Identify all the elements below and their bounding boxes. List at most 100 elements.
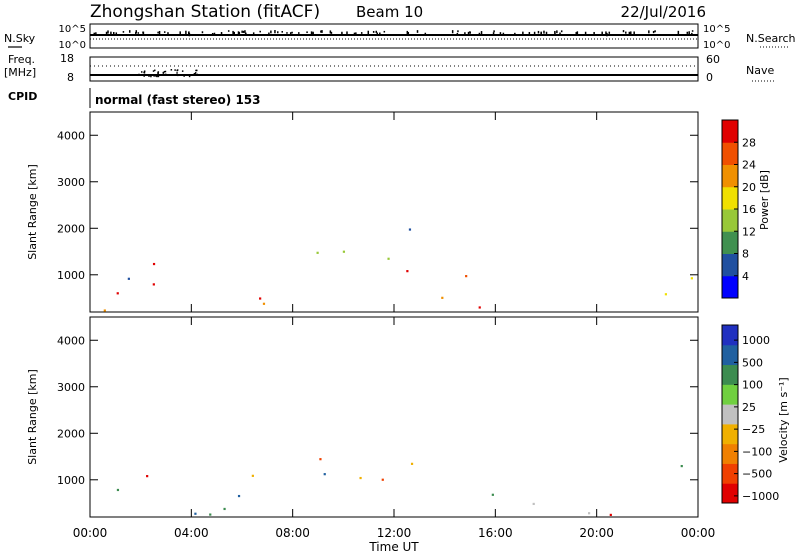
- velocity-y-tick-label: 1000: [57, 474, 85, 487]
- nsky-point: [451, 30, 454, 34]
- velocity-colorbar-tick-label: −100: [742, 445, 772, 458]
- nsky-point: [593, 31, 595, 35]
- nsky-point: [310, 31, 313, 35]
- nsky-point: [677, 30, 680, 34]
- nsearch-tick-bottom: 10^0: [703, 40, 730, 51]
- nsky-point: [274, 30, 276, 34]
- power-colorbar-segment: [722, 275, 738, 299]
- nsky-point: [502, 32, 505, 36]
- velocity-cell: [532, 502, 535, 506]
- nsky-point: [688, 31, 690, 35]
- velocity-colorbar-tick-label: 25: [742, 401, 756, 414]
- power-colorbar: 4 8 12 16 20 24 28: [721, 119, 756, 299]
- nsky-point: [135, 32, 137, 35]
- velocity-colorbar-segment: [722, 463, 738, 484]
- nsky-point: [259, 30, 261, 33]
- nsky-point: [188, 31, 190, 35]
- freq-point: [162, 72, 165, 74]
- velocity-cell: [146, 475, 149, 478]
- nsky-point: [652, 30, 655, 34]
- nsky-point: [252, 32, 255, 35]
- power-colorbar-tick-label: 16: [742, 203, 756, 216]
- freq-tick-bottom: 8: [67, 71, 74, 84]
- velocity-colorbar-segment: [722, 344, 738, 366]
- freq-unit-label: [MHz]: [4, 66, 36, 79]
- nsky-point: [554, 32, 556, 36]
- velocity-heatmap: [116, 458, 683, 517]
- power-cell: [127, 277, 130, 280]
- nsky-point: [93, 32, 96, 35]
- nsky-point: [277, 31, 279, 34]
- nsky-point: [478, 32, 481, 35]
- freq-point: [152, 70, 155, 72]
- velocity-cell: [223, 507, 226, 511]
- nsky-point: [622, 30, 625, 33]
- power-y-axis: 1000 2000 3000 4000: [57, 129, 698, 282]
- freq-tick-top: 18: [60, 52, 74, 65]
- nsky-point: [686, 31, 689, 34]
- nsky-point: [406, 30, 409, 35]
- nsky-point: [232, 30, 234, 34]
- freq-point: [143, 70, 146, 72]
- nsky-point: [286, 32, 288, 34]
- nsky-point: [499, 32, 502, 35]
- nsearch-label: N.Search: [746, 32, 796, 45]
- freq-point: [177, 74, 179, 77]
- power-colorbar-segment: [722, 186, 738, 210]
- power-plot-frame: [89, 111, 699, 313]
- power-colorbar-tick-label: 28: [742, 136, 756, 149]
- freq-point: [164, 70, 167, 73]
- freq-point: [194, 72, 197, 74]
- nsky-point: [270, 30, 272, 34]
- velocity-colorbar-segment: [722, 483, 738, 504]
- nsky-point: [298, 32, 300, 34]
- power-colorbar-label: Power [dB]: [758, 170, 771, 230]
- velocity-colorbar-tick-label: −500: [742, 468, 772, 481]
- velocity-cell: [237, 494, 241, 498]
- power-colorbar-segment: [722, 231, 738, 254]
- velocity-y-axis-label: Slant Range [km]: [26, 369, 39, 465]
- velocity-x-axis: [89, 317, 699, 517]
- freq-point: [143, 75, 145, 77]
- velocity-cell: [410, 462, 414, 465]
- nsky-point: [167, 32, 169, 36]
- power-colorbar-segment: [722, 253, 738, 277]
- power-colorbar-tick-label: 8: [742, 248, 749, 261]
- velocity-colorbar-tick-label: 500: [742, 356, 763, 369]
- nsky-point: [233, 31, 235, 35]
- nsky-point: [241, 30, 243, 33]
- nsky-tick-top: 10^5: [59, 24, 86, 35]
- nsky-point: [110, 31, 112, 35]
- nsky-point: [355, 32, 357, 35]
- freq-point: [150, 74, 152, 76]
- nsky-point: [416, 30, 419, 33]
- freq-point: [140, 71, 143, 73]
- velocity-y-tick-label: 3000: [57, 381, 85, 394]
- nsky-point: [556, 30, 558, 34]
- nsky-point: [605, 31, 607, 35]
- power-cell: [387, 257, 390, 260]
- nsky-point: [464, 32, 466, 36]
- nsearch-tick-top: 10^5: [703, 24, 730, 35]
- beam-label: Beam 10: [356, 3, 423, 21]
- power-y-tick-label: 4000: [57, 129, 85, 142]
- nsky-point: [95, 32, 97, 36]
- nsky-point: [628, 31, 631, 35]
- nsky-point: [115, 32, 118, 35]
- nsky-point: [244, 30, 246, 33]
- freq-point: [174, 69, 176, 71]
- velocity-y-tick-label: 2000: [57, 427, 85, 440]
- power-panel: 1000 2000 3000 4000 Slant Range [km] 4 8 12 16…: [26, 111, 771, 313]
- nsky-point: [291, 31, 293, 34]
- velocity-colorbar-tick-label: 1000: [742, 334, 770, 347]
- velocity-colorbar-label: Velocity [m s⁻¹]: [777, 377, 790, 462]
- velocity-colorbar-segment: [722, 423, 738, 445]
- freq-frame: [89, 56, 699, 82]
- nsky-point: [135, 30, 138, 33]
- cpid-text: normal (fast stereo) 153: [95, 93, 261, 107]
- freq-point: [157, 75, 160, 78]
- date-label: 22/Jul/2016: [621, 3, 706, 21]
- nsky-point: [543, 30, 545, 34]
- nsky-point: [492, 32, 495, 36]
- velocity-plot-frame: [89, 316, 699, 518]
